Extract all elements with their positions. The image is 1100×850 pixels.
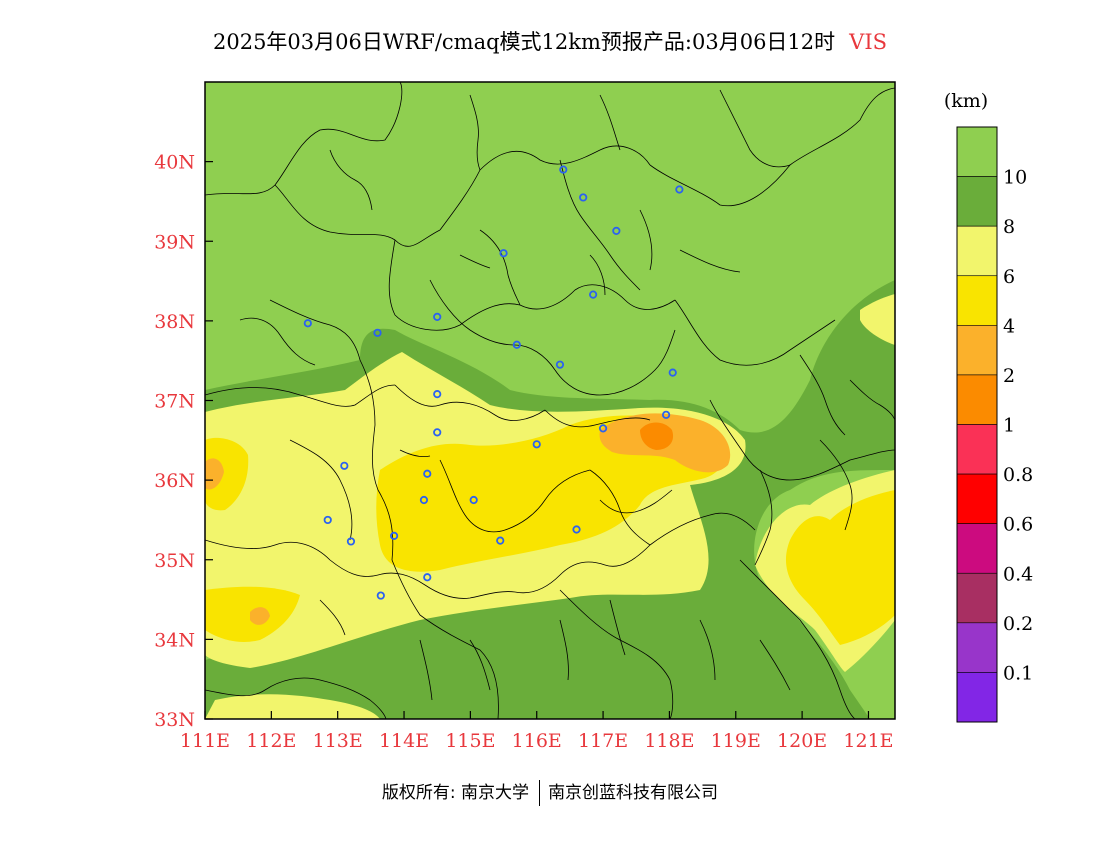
legend-label: 0.2 xyxy=(1003,613,1033,635)
city-marker xyxy=(389,531,399,540)
legend-label: 6 xyxy=(1003,266,1015,288)
legend-swatch xyxy=(956,325,998,376)
legend-label: 0.6 xyxy=(1003,514,1033,536)
legend-label: 0.4 xyxy=(1003,563,1033,585)
legend-label: 8 xyxy=(1003,216,1015,238)
lat-tick-label: 33N xyxy=(154,709,195,731)
city-marker xyxy=(675,185,684,194)
legend-swatch xyxy=(956,225,998,277)
vis-band-2-4-w2 xyxy=(205,458,224,490)
copyright-text: 版权所有: 南京大学 xyxy=(381,783,530,803)
city-marker xyxy=(598,424,608,433)
city-marker xyxy=(579,193,588,202)
city-marker xyxy=(433,428,442,437)
city-marker xyxy=(589,290,598,299)
legend-swatch xyxy=(956,572,998,624)
city-marker xyxy=(373,328,382,337)
city-marker xyxy=(496,536,505,545)
legend-swatch xyxy=(956,622,998,673)
vis-band-1-2 xyxy=(640,422,674,450)
city-marker xyxy=(323,515,332,525)
lat-tick-label: 39N xyxy=(154,231,195,253)
legend-swatch xyxy=(956,374,998,425)
city-marker xyxy=(433,390,442,399)
city-marker xyxy=(612,226,621,235)
city-marker xyxy=(423,469,432,478)
legend-label: 1 xyxy=(1003,415,1015,437)
legend-label: 0.1 xyxy=(1003,662,1033,684)
city-marker xyxy=(555,360,565,369)
province-county-boundaries xyxy=(205,82,895,719)
legend-swatch xyxy=(956,424,998,475)
city-marker xyxy=(572,525,581,534)
vis-band-6-8-south xyxy=(205,694,380,719)
legend-swatch xyxy=(956,275,998,326)
city-marker xyxy=(469,495,478,505)
legend-unit: (km) xyxy=(944,90,988,112)
color-legend: (km) 10 8 6 4 2 1 0.8 0.6 0.4 0.2 0.1 xyxy=(944,90,1033,723)
city-marker xyxy=(419,495,429,505)
title-variable: VIS xyxy=(849,30,888,54)
vis-band-2-4-west xyxy=(250,607,270,625)
city-marker xyxy=(346,537,356,546)
city-marker xyxy=(303,319,312,328)
legend-frame xyxy=(956,126,998,723)
lon-tick-label: 113E xyxy=(313,730,363,752)
lat-tick-label: 34N xyxy=(154,629,195,651)
company-text: 南京创蓝科技有限公司 xyxy=(548,783,719,803)
lat-tick-label: 38N xyxy=(154,311,195,333)
lat-tick-label: 40N xyxy=(154,152,195,174)
city-marker xyxy=(340,461,349,470)
lon-tick-label: 115E xyxy=(445,730,495,752)
copyright-footer: 版权所有: 南京大学 南京创蓝科技有限公司 xyxy=(0,778,1100,806)
lon-tick-label: 118E xyxy=(644,730,694,752)
city-marker xyxy=(499,249,508,258)
legend-label: 10 xyxy=(1003,167,1027,189)
lat-tick-label: 36N xyxy=(154,470,195,492)
lon-tick-label: 112E xyxy=(246,730,296,752)
city-marker xyxy=(376,591,385,600)
legend-label: 4 xyxy=(1003,315,1015,337)
footer-separator xyxy=(539,780,541,806)
city-marker xyxy=(512,340,521,349)
legend-label: 0.8 xyxy=(1003,464,1033,486)
lon-tick-label: 121E xyxy=(843,730,893,752)
city-marker xyxy=(662,410,671,419)
legend-label: 2 xyxy=(1003,365,1015,387)
lat-tick-label: 37N xyxy=(154,391,195,413)
lon-tick-label: 114E xyxy=(379,730,429,752)
legend-swatch xyxy=(956,672,998,723)
vis-band-6-8-ne xyxy=(860,294,895,345)
visibility-field xyxy=(205,82,895,719)
lon-tick-label: 111E xyxy=(180,730,230,752)
city-marker xyxy=(532,440,541,449)
lon-tick-label: 116E xyxy=(512,730,562,752)
legend-swatch xyxy=(956,126,998,177)
city-markers xyxy=(303,165,684,600)
legend-swatch xyxy=(956,473,998,524)
city-marker xyxy=(423,573,432,582)
map-title: 2025年03月06日WRF/cmaq模式12km预报产品:03月06日12时 V… xyxy=(0,26,1100,56)
lon-tick-label: 117E xyxy=(578,730,628,752)
longitude-axis: 111E 112E 113E 114E 115E 116E 117E 118E 119E 120E… xyxy=(180,711,894,752)
lon-tick-label: 119E xyxy=(711,730,761,752)
latitude-axis: 33N 34N 35N 36N 37N 38N 39N 40N xyxy=(154,152,213,731)
city-marker xyxy=(433,312,442,321)
legend-swatch xyxy=(956,176,998,227)
city-marker xyxy=(668,368,677,377)
lon-tick-label: 120E xyxy=(777,730,827,752)
lat-tick-label: 35N xyxy=(154,550,195,572)
vis-band-4-6-w2 xyxy=(205,437,249,511)
legend-swatch xyxy=(956,523,998,574)
title-main: 2025年03月06日WRF/cmaq模式12km预报产品:03月06日12时 xyxy=(212,30,836,54)
city-marker xyxy=(559,165,568,174)
vis-band-4-6-east xyxy=(785,490,895,645)
